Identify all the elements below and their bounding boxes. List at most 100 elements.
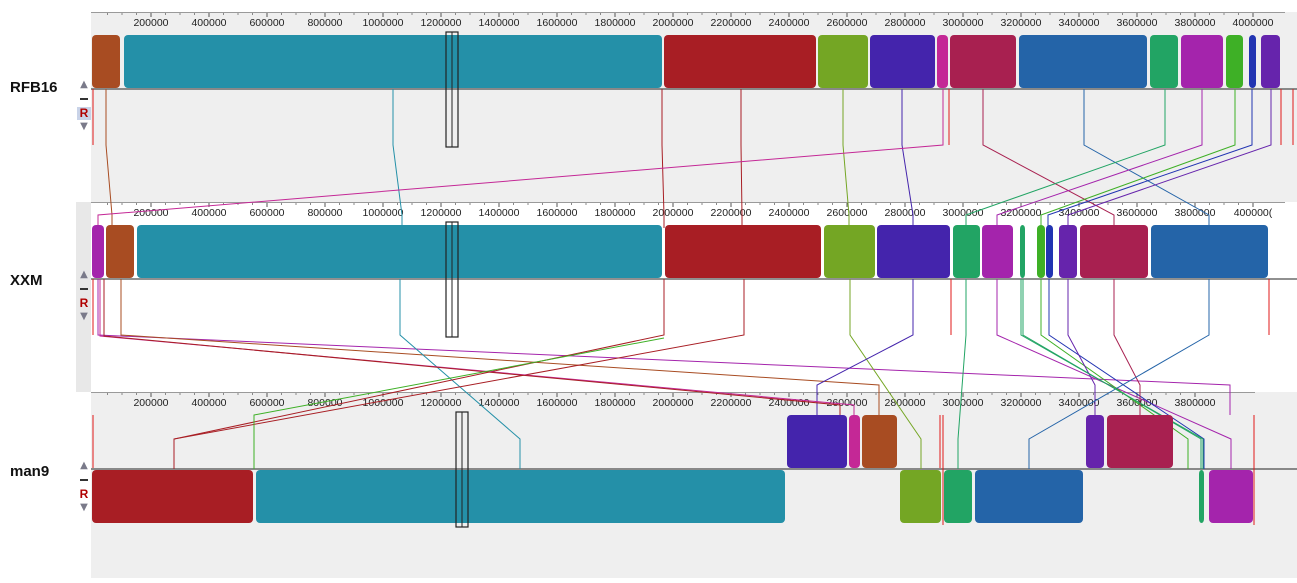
tick-label: 2400000 [769, 17, 810, 29]
lcb-block-navy [1249, 35, 1256, 88]
lcb-block-teal [124, 35, 662, 88]
genome-label-xxm: XXM [10, 272, 43, 289]
tick-label: 1200000 [421, 207, 462, 219]
lcb-block-lime [900, 470, 941, 523]
tick-label: 200000 [133, 397, 168, 409]
lcb-block-brightgreen [1226, 35, 1243, 88]
genome-label-rfb16: RFB16 [10, 79, 58, 96]
lcb-block-lime [824, 225, 875, 278]
lcb-connector-navy [1048, 279, 1205, 469]
lcb-connector-lime [849, 279, 922, 469]
reverse-strand-button[interactable]: R [77, 107, 91, 120]
lcb-block-green [1199, 470, 1204, 523]
tick-label: 3800000 [1175, 17, 1216, 29]
tick-label: 1800000 [595, 17, 636, 29]
tick-label: 3000000 [943, 207, 984, 219]
lcb-connector-blue [1083, 89, 1210, 228]
lcb-connector-navy [1047, 89, 1253, 228]
tick-label: 1600000 [537, 207, 578, 219]
reverse-strand-button[interactable]: R [79, 487, 89, 501]
tick-label: 400000 [191, 207, 226, 219]
lcb-block-teal [137, 225, 662, 278]
tick-label: 3400000 [1059, 17, 1100, 29]
lcb-block-lime [818, 35, 868, 88]
tick-label: 1600000 [537, 397, 578, 409]
lcb-block-orange [92, 35, 120, 88]
lcb-block-navy [1046, 225, 1053, 278]
tick-label: 1800000 [595, 397, 636, 409]
reverse-strand-button[interactable]: R [79, 296, 89, 310]
lcb-block-purple [92, 225, 104, 278]
lcb-block-green [1020, 225, 1025, 278]
tick-label: 2800000 [885, 207, 926, 219]
tick-label: 1000000 [363, 397, 404, 409]
lcb-block-magenta [849, 415, 860, 468]
tick-label: 3200000 [1001, 397, 1042, 409]
tick-label: 2200000 [711, 17, 752, 29]
lcb-block-indigo [787, 415, 847, 468]
lcb-connector-crimson [982, 89, 1115, 228]
lcb-block-indigo [870, 35, 935, 88]
lcb-connector-brightgreen [1040, 89, 1236, 228]
lcb-connector-brightgreen [1040, 279, 1189, 469]
tick-label: 3000000 [943, 17, 984, 29]
tick-label: 2800000 [885, 397, 926, 409]
tick-label: 1000000 [363, 17, 404, 29]
tick-label: 1000000 [363, 207, 404, 219]
move-down-icon[interactable]: ▼ [80, 502, 88, 513]
lcb-connector-red [661, 89, 665, 228]
lcb-block-purple [982, 225, 1013, 278]
lcb-block-orange [862, 415, 897, 468]
lcb-block-teal [256, 470, 785, 523]
tick-label: 400000 [191, 17, 226, 29]
lcb-connector-magenta [97, 89, 944, 228]
lcb-connector-green [965, 89, 1166, 228]
move-down-icon[interactable]: ▼ [80, 311, 88, 322]
tick-label: 1400000 [479, 17, 520, 29]
dash-icon [80, 479, 88, 481]
lcb-connector-crimson [1113, 279, 1141, 415]
lcb-connector-green [957, 279, 967, 469]
lcb-block-blue [1151, 225, 1268, 278]
dash-icon [80, 98, 88, 100]
tick-label: 800000 [307, 207, 342, 219]
tick-label: 1200000 [421, 17, 462, 29]
tick-label: 2000000 [653, 17, 694, 29]
lcb-block-violet [1086, 415, 1104, 468]
lcb-block-crimson [1080, 225, 1148, 278]
move-up-icon[interactable]: ▲ [80, 269, 88, 280]
lcb-connector-purple [97, 279, 1231, 415]
move-down-icon[interactable]: ▼ [80, 121, 88, 132]
dash-icon [80, 288, 88, 290]
lcb-connector-violet [1067, 89, 1272, 228]
move-up-icon[interactable]: ▲ [80, 460, 88, 471]
lcb-block-green [953, 225, 980, 278]
tick-label: 600000 [249, 207, 284, 219]
tick-label: 3200000 [1001, 17, 1042, 29]
tick-label: 2800000 [885, 17, 926, 29]
lcb-block-purple [1209, 470, 1253, 523]
tick-label: 3400000 [1059, 397, 1100, 409]
tick-label: 200000 [133, 17, 168, 29]
tick-label: 600000 [249, 397, 284, 409]
lcb-connector-blue [1028, 279, 1210, 469]
lcb-connector-red [740, 89, 743, 228]
lcb-block-green [944, 470, 972, 523]
tick-label: 3600000 [1117, 17, 1158, 29]
lcb-block-red [664, 35, 816, 88]
lcb-block-red [665, 225, 821, 278]
tick-label: 400000( [1234, 207, 1273, 219]
tick-label: 800000 [307, 17, 342, 29]
lcb-connector-indigo [901, 89, 914, 228]
tick-label: 3800000 [1175, 207, 1216, 219]
tick-label: 600000 [249, 17, 284, 29]
tick-label: 1400000 [479, 397, 520, 409]
lcb-connector-orange [105, 89, 113, 228]
lcb-connector-red [103, 279, 841, 415]
move-up-icon[interactable]: ▲ [80, 79, 88, 90]
tick-label: 2400000 [769, 207, 810, 219]
lcb-block-blue [975, 470, 1083, 523]
tick-label: 2200000 [711, 207, 752, 219]
tick-label: 1800000 [595, 207, 636, 219]
